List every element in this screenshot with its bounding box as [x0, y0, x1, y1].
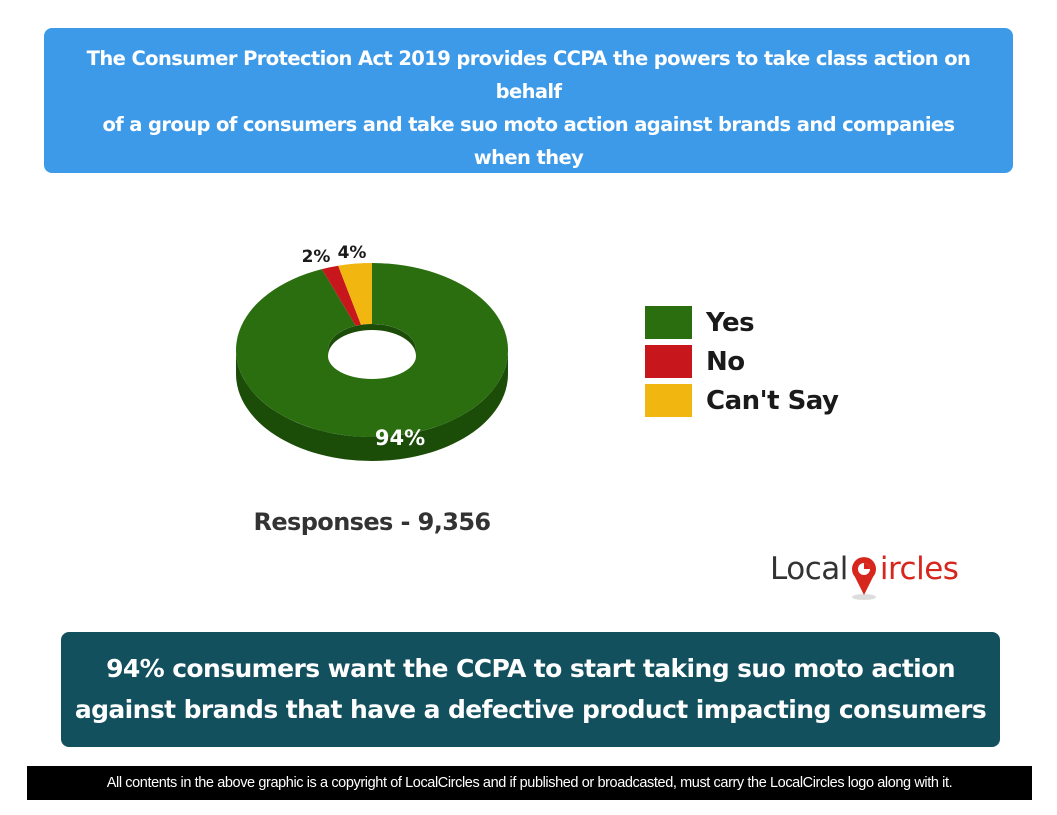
legend-item-no: No [645, 342, 839, 381]
legend-swatch-no [645, 345, 692, 378]
question-line: The Consumer Protection Act 2019 provide… [86, 47, 971, 103]
legend-item-yes: Yes [645, 303, 839, 342]
question-banner: The Consumer Protection Act 2019 provide… [44, 28, 1013, 268]
conclusion-line: against brands that have a defective pro… [74, 695, 987, 724]
slice-label-yes: 94% [375, 426, 425, 450]
legend-label-no: No [706, 346, 745, 377]
logo-text-local: Local [770, 551, 848, 587]
logo-text-ircles: ircles [879, 551, 959, 587]
slice-label-no: 2% [302, 247, 331, 267]
donut-slice-can-t-say [338, 263, 372, 325]
legend-item-cant-say: Can't Say [645, 381, 839, 420]
slice-label-can-t-say: 4% [338, 243, 367, 263]
question-line: have an inherently defective product and… [84, 179, 973, 235]
donut-slice-yes [235, 263, 508, 437]
conclusion-banner: 94% consumers want the CCPA to start tak… [61, 632, 1000, 747]
legend-label-cant-say: Can't Say [706, 385, 839, 416]
question-line: of a group of consumers and take suo mot… [102, 113, 955, 169]
legend-label-yes: Yes [706, 307, 755, 338]
donut-slice-no [321, 265, 362, 326]
donut-hole-wall [328, 324, 416, 356]
conclusion-line: 94% consumers want the CCPA to start tak… [106, 654, 955, 683]
legend-swatch-cant-say [645, 384, 692, 417]
responses-count: Responses - 9,356 [253, 508, 491, 536]
legend-swatch-yes [645, 306, 692, 339]
question-line: matters up be the priority of the CCPA? [323, 245, 735, 268]
localcircles-logo: Local ircles [770, 545, 959, 600]
donut-side-wall [236, 350, 508, 461]
chart-legend: Yes No Can't Say [645, 303, 839, 420]
copyright-footer: All contents in the above graphic is a c… [27, 766, 1032, 800]
donut-hole-top [328, 333, 416, 379]
location-pin-icon [849, 553, 879, 601]
